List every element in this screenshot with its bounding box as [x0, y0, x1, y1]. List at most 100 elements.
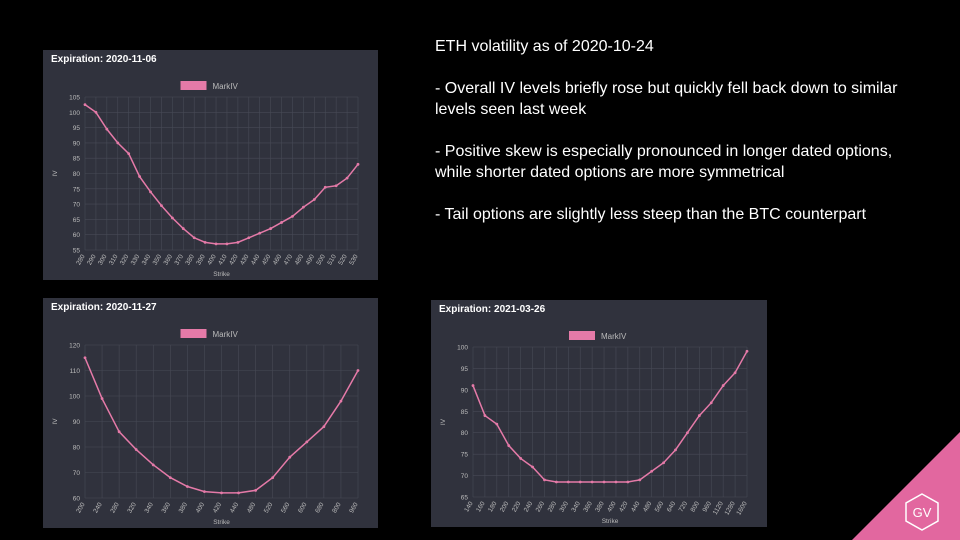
data-point	[709, 401, 713, 405]
data-point	[302, 205, 305, 209]
x-tick-label: 450	[261, 253, 273, 266]
x-tick-label: 260	[535, 500, 547, 513]
y-tick-label: 90	[73, 140, 81, 147]
data-point	[322, 425, 326, 428]
x-tick-label: 280	[109, 501, 121, 514]
bullet: - Positive skew is especially pronounced…	[435, 143, 893, 181]
data-point	[483, 414, 487, 417]
corner-triangle	[852, 432, 960, 540]
x-tick-label: 440	[630, 500, 642, 513]
slide-text: ETH volatility as of 2020-10-24 - Overal…	[435, 36, 925, 246]
data-point	[305, 440, 309, 444]
x-tick-label: 490	[305, 253, 317, 266]
chart-panel	[431, 300, 767, 527]
data-point	[345, 176, 349, 180]
data-point	[170, 216, 174, 220]
data-point	[236, 240, 240, 244]
data-point	[254, 488, 258, 492]
x-tick-label: 200	[499, 500, 511, 513]
bullet: - Tail options are slightly less steep t…	[435, 206, 867, 223]
data-point	[220, 491, 223, 495]
y-tick-label: 100	[457, 345, 468, 352]
x-tick-label: 640	[666, 500, 678, 513]
chart-title: Expiration: 2021-03-26	[439, 304, 546, 315]
data-point	[134, 448, 138, 451]
data-point	[638, 478, 642, 482]
x-tick-label: 340	[143, 501, 155, 514]
y-tick-label: 65	[461, 495, 469, 502]
data-point	[94, 110, 98, 114]
x-tick-label: 380	[178, 501, 190, 514]
data-point	[697, 414, 701, 417]
x-tick-label: 380	[184, 253, 196, 266]
x-tick-label: 300	[559, 500, 571, 513]
x-tick-label: 180	[487, 500, 499, 513]
x-tick-label: 480	[246, 501, 258, 514]
x-tick-label: 320	[126, 501, 138, 514]
x-tick-label: 360	[163, 253, 175, 266]
x-tick-label: 330	[130, 253, 142, 266]
data-point	[650, 469, 654, 473]
x-tick-label: 420	[228, 253, 240, 266]
x-tick-label: 340	[570, 500, 582, 513]
data-point	[138, 175, 142, 178]
data-point	[116, 141, 120, 145]
data-point	[214, 242, 218, 246]
x-tick-label: 530	[348, 253, 360, 266]
legend-label: MarkIV	[601, 332, 627, 341]
y-tick-label: 95	[461, 366, 469, 373]
data-point	[626, 480, 630, 484]
y-tick-label: 75	[73, 186, 81, 193]
data-point	[168, 476, 172, 479]
x-tick-label: 390	[195, 253, 207, 266]
data-point	[339, 399, 343, 403]
data-point	[334, 184, 338, 188]
data-point	[554, 480, 558, 484]
y-tick-label: 55	[73, 248, 81, 255]
data-point	[105, 127, 109, 131]
series-line	[84, 104, 359, 245]
data-point	[674, 448, 677, 452]
x-tick-label: 680	[314, 501, 326, 514]
legend-swatch	[180, 81, 207, 90]
data-point	[356, 369, 360, 372]
y-tick-label: 100	[69, 110, 80, 117]
x-tick-label: 560	[280, 501, 292, 514]
x-tick-label: 280	[75, 253, 87, 266]
y-tick-label: 90	[461, 387, 469, 394]
data-point	[288, 455, 292, 459]
y-tick-label: 120	[69, 343, 80, 350]
y-axis-label: IV	[52, 170, 59, 177]
data-point	[590, 480, 594, 484]
data-point	[151, 463, 155, 467]
y-tick-label: 70	[461, 473, 469, 480]
bullet: - Overall IV levels briefly rose but qui…	[435, 80, 898, 118]
y-tick-label: 75	[461, 452, 469, 459]
x-tick-label: 480	[294, 253, 306, 266]
data-point	[237, 491, 240, 495]
y-axis-label: IV	[52, 418, 59, 425]
chart-title: Expiration: 2020-11-06	[51, 54, 157, 65]
data-point	[733, 371, 737, 375]
x-tick-label: 360	[582, 500, 594, 513]
x-tick-label: 320	[119, 253, 131, 266]
y-tick-label: 110	[70, 368, 81, 375]
x-tick-label: 600	[297, 501, 309, 514]
logo-hexagon	[905, 493, 939, 531]
data-point	[269, 227, 273, 230]
x-tick-label: 340	[141, 253, 153, 266]
x-tick-label: 300	[97, 253, 109, 266]
data-point	[471, 384, 475, 387]
x-tick-label: 470	[283, 253, 295, 266]
chart-title: Expiration: 2020-11-27	[51, 302, 157, 313]
data-point	[323, 185, 327, 189]
x-axis-label: Strike	[213, 519, 230, 526]
y-axis-label: IV	[440, 418, 447, 425]
y-tick-label: 80	[461, 430, 469, 437]
y-tick-label: 70	[73, 202, 81, 209]
y-tick-label: 80	[73, 445, 81, 452]
data-point	[225, 242, 229, 246]
x-tick-label: 220	[511, 500, 523, 513]
y-tick-label: 100	[69, 394, 80, 401]
